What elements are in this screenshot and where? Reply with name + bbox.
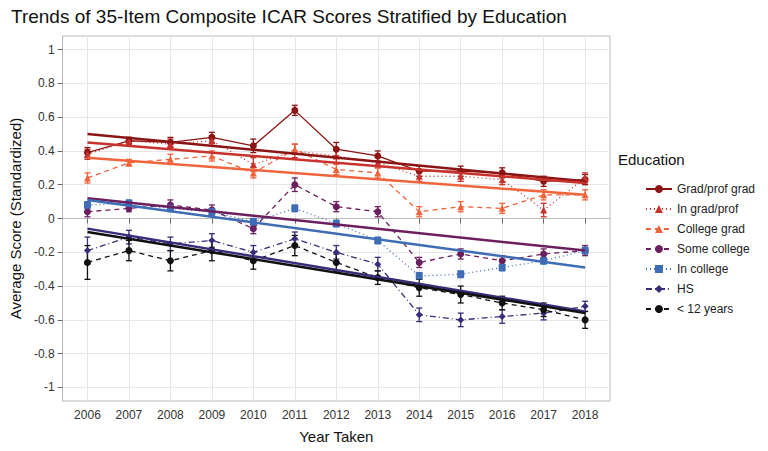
svg-text:2014: 2014 (406, 408, 433, 422)
svg-text:1: 1 (48, 43, 55, 57)
svg-text:2011: 2011 (282, 408, 308, 422)
svg-text:In college: In college (677, 262, 729, 276)
svg-text:-0.4: -0.4 (34, 279, 55, 293)
svg-text:2015: 2015 (447, 408, 474, 422)
svg-text:2008: 2008 (157, 408, 184, 422)
svg-text:2017: 2017 (530, 408, 557, 422)
svg-text:0.8: 0.8 (38, 76, 55, 90)
svg-text:-0.8: -0.8 (34, 347, 55, 361)
svg-text:0.4: 0.4 (38, 144, 55, 158)
svg-text:< 12 years: < 12 years (677, 302, 733, 316)
svg-text:HS: HS (677, 282, 694, 296)
svg-text:2006: 2006 (74, 408, 101, 422)
svg-text:2010: 2010 (240, 408, 267, 422)
svg-text:2016: 2016 (489, 408, 516, 422)
svg-text:0: 0 (48, 212, 55, 226)
svg-text:2012: 2012 (323, 408, 350, 422)
svg-text:Some college: Some college (677, 242, 750, 256)
svg-text:2009: 2009 (199, 408, 226, 422)
svg-text:0.6: 0.6 (38, 110, 55, 124)
svg-text:2013: 2013 (364, 408, 391, 422)
svg-text:Grad/prof grad: Grad/prof grad (677, 182, 755, 196)
svg-text:-0.2: -0.2 (34, 245, 55, 259)
svg-text:-1: -1 (44, 380, 55, 394)
svg-text:-0.6: -0.6 (34, 313, 55, 327)
svg-text:Average Score (Standardized): Average Score (Standardized) (7, 118, 24, 320)
svg-text:2007: 2007 (116, 408, 143, 422)
svg-text:2018: 2018 (572, 408, 599, 422)
svg-text:0.2: 0.2 (38, 178, 55, 192)
svg-text:College grad: College grad (677, 222, 745, 236)
svg-text:Trends of 35-Item Composite IC: Trends of 35-Item Composite ICAR Scores … (11, 6, 567, 27)
svg-text:In grad/prof: In grad/prof (677, 202, 739, 216)
svg-text:Year Taken: Year Taken (299, 428, 373, 445)
svg-text:Education: Education (618, 151, 685, 168)
